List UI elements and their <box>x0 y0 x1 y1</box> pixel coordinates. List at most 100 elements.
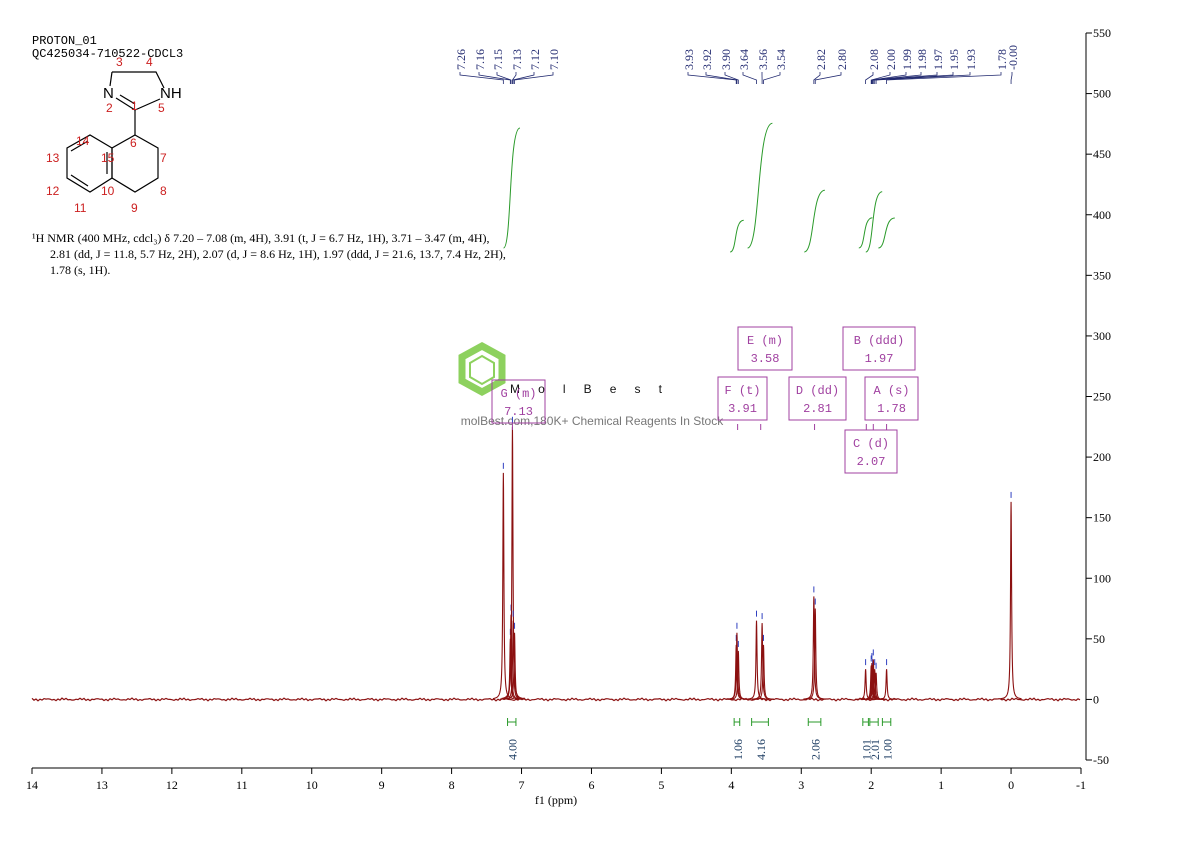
atom-number: 9 <box>131 201 138 215</box>
y-tick-label: 350 <box>1093 268 1111 282</box>
y-tick-label: 150 <box>1093 511 1111 525</box>
integral-label: 4.00 <box>506 739 520 760</box>
logo-hexagon <box>469 354 495 386</box>
peak-label: 2.80 <box>835 49 849 70</box>
peak-leader <box>496 72 512 84</box>
multiplet-shift: 1.78 <box>877 402 906 416</box>
peak-leader <box>1010 72 1013 84</box>
peak-label: 2.08 <box>867 49 881 70</box>
atom-number: 15 <box>101 151 115 165</box>
peak-leader <box>871 72 907 84</box>
peak-leader <box>705 72 738 84</box>
peak-leader <box>872 72 922 84</box>
multiplet-name: C (d) <box>853 437 889 451</box>
atom-number: 8 <box>160 184 167 198</box>
multiplet-name: D (dd) <box>796 384 839 398</box>
atom-number: 3 <box>116 55 123 69</box>
peak-label: 2.00 <box>884 49 898 70</box>
atom-number: 4 <box>146 55 153 69</box>
peak-label: 3.64 <box>737 49 751 70</box>
peak-leader <box>763 72 781 84</box>
multiplet-shift: 2.81 <box>803 402 832 416</box>
integral-label: 1.00 <box>881 739 895 760</box>
peak-leader <box>512 72 517 84</box>
peak-label: 7.15 <box>491 49 505 70</box>
multiplet-box <box>717 376 768 421</box>
integral-curve <box>878 217 895 249</box>
x-tick-label: 1 <box>938 778 944 792</box>
integral-label: 2.01 <box>868 739 882 760</box>
integral-bar <box>733 718 741 726</box>
peak-leader <box>814 72 842 84</box>
watermark-logo <box>458 342 506 396</box>
y-tick-label: -50 <box>1093 753 1109 767</box>
multiplet-box <box>864 376 919 421</box>
x-tick-label: 6 <box>588 778 594 792</box>
y-tick-label: 450 <box>1093 147 1111 161</box>
multiplet-name: B (ddd) <box>854 334 904 348</box>
y-tick-label: 300 <box>1093 329 1111 343</box>
peak-leader <box>687 72 737 84</box>
x-tick-label: 4 <box>728 778 734 792</box>
peak-leader <box>875 72 971 84</box>
x-tick-label: 13 <box>96 778 108 792</box>
integral-curve <box>804 189 826 253</box>
x-tick-label: 11 <box>236 778 248 792</box>
peak-leader <box>512 72 535 84</box>
peak-leader <box>872 72 938 84</box>
integral-bar <box>751 718 769 726</box>
y-tick-label: 50 <box>1093 632 1105 646</box>
peak-label: 3.92 <box>700 49 714 70</box>
integral-curve <box>858 217 873 249</box>
y-tick-label: 200 <box>1093 450 1111 464</box>
peak-label: -0.00 <box>1006 45 1020 70</box>
integral-curve <box>747 122 773 249</box>
integral-bar <box>862 718 869 726</box>
integral-curve <box>729 219 744 253</box>
peak-label: 3.54 <box>774 49 788 70</box>
multiplet-box <box>842 326 916 371</box>
peak-label: 7.16 <box>473 49 487 70</box>
peak-label: 1.98 <box>915 49 929 70</box>
x-tick-label: 0 <box>1008 778 1014 792</box>
peak-label: 7.26 <box>454 49 468 70</box>
peak-label: 1.95 <box>947 49 961 70</box>
multiplet-box <box>788 376 847 421</box>
multiplet-name: A (s) <box>873 384 909 398</box>
x-tick-label: 9 <box>379 778 385 792</box>
peak-leader <box>478 72 511 84</box>
peak-label: 1.99 <box>900 49 914 70</box>
multiplet-box <box>491 379 546 424</box>
x-tick-label: 7 <box>519 778 525 792</box>
nmr-description: 2.81 (dd, J = 11.8, 5.7 Hz, 2H), 2.07 (d… <box>50 247 506 261</box>
integral-label: 2.06 <box>809 739 823 760</box>
peak-leader <box>742 72 757 84</box>
peak-leader <box>813 72 821 84</box>
peak <box>727 650 749 700</box>
multiplet-shift: 1.97 <box>865 352 894 366</box>
title: PROTON_01 <box>32 34 97 48</box>
atom-number: 12 <box>46 184 60 198</box>
peak-label: 3.56 <box>756 49 770 70</box>
watermark-tagline: molBest.com,180K+ Chemical Reagents In S… <box>461 414 724 428</box>
multiplet-shift: 2.07 <box>857 455 886 469</box>
peak-leader <box>724 72 739 84</box>
atom: N <box>103 85 114 102</box>
peak <box>804 608 826 700</box>
x-tick-label: 3 <box>798 778 804 792</box>
peak-label: 1.97 <box>931 49 945 70</box>
integral-label: 1.06 <box>731 739 745 760</box>
integral-bar <box>507 718 517 726</box>
bond <box>70 174 89 187</box>
multiplet-shift: 3.91 <box>728 402 757 416</box>
multiplet-name: G (m) <box>500 387 536 401</box>
y-tick-label: 550 <box>1093 26 1111 40</box>
peak-label: 7.12 <box>528 49 542 70</box>
peak-label: 1.93 <box>964 49 978 70</box>
peak-leader <box>459 72 504 84</box>
integral-curve <box>503 127 521 249</box>
bond <box>134 98 161 111</box>
nmr-description: ¹H NMR (400 MHz, cdcl₃) δ 7.20 – 7.08 (m… <box>32 231 490 245</box>
x-tick-label: 2 <box>868 778 874 792</box>
